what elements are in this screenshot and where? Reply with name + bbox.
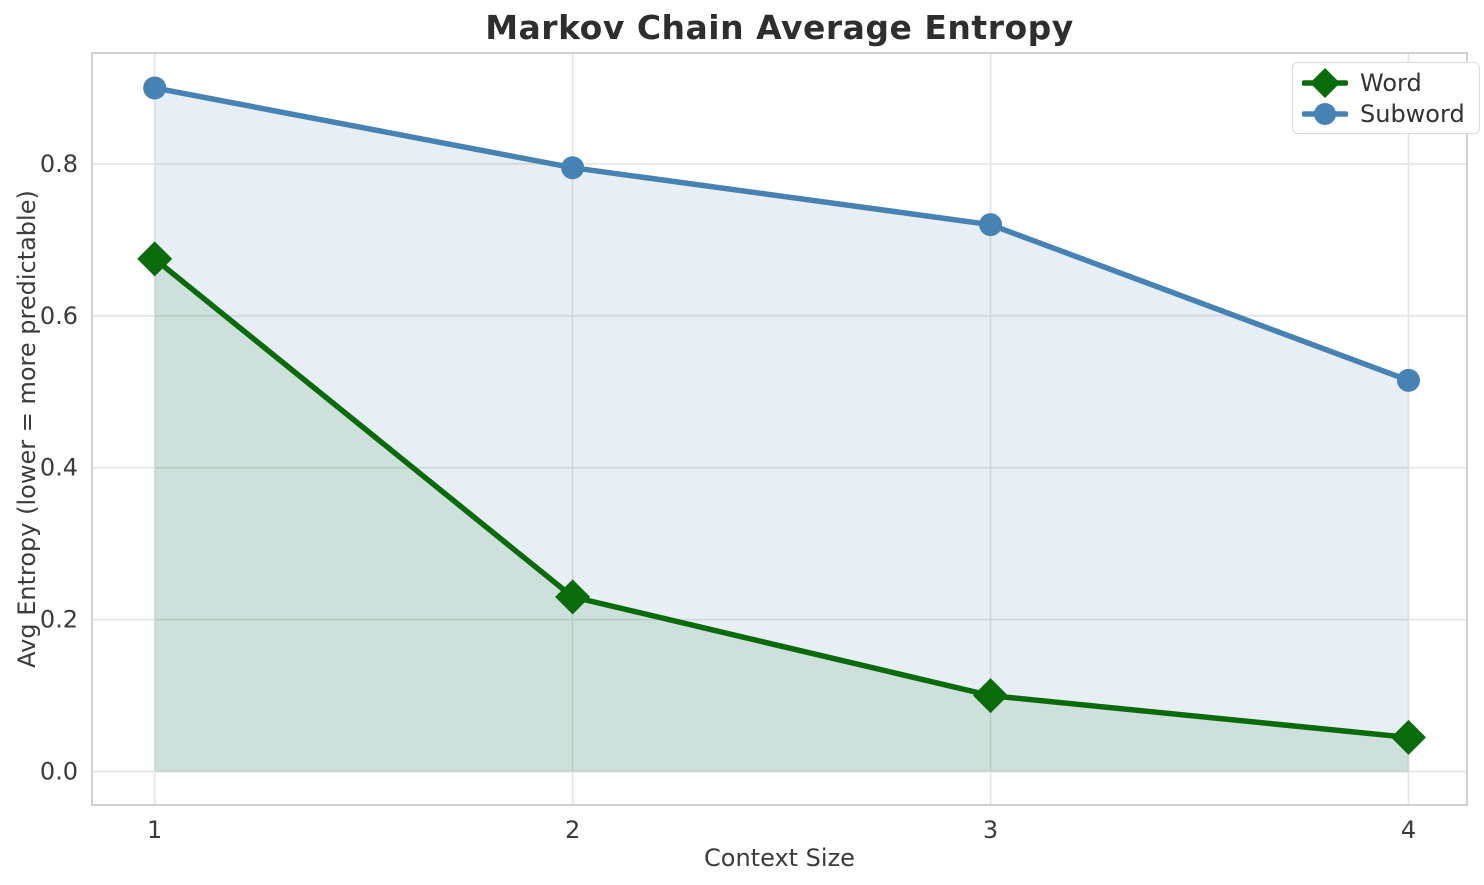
chart-title: Markov Chain Average Entropy <box>485 8 1074 47</box>
data-point-subword <box>979 213 1003 237</box>
data-point-subword <box>561 156 585 180</box>
area-fill-subword <box>154 87 1409 772</box>
y-tick-label: 0.2 <box>40 606 78 634</box>
data-point-word <box>973 678 1009 714</box>
legend-glyph-word <box>1301 67 1349 98</box>
legend-glyph-subword <box>1301 102 1349 125</box>
series-line-word <box>151 256 1412 741</box>
y-tick-label: 0.4 <box>40 454 78 482</box>
word-diamond-marker-icon <box>1301 67 1349 98</box>
data-point-word <box>1390 719 1426 755</box>
subword-circle-marker-icon <box>1301 99 1349 129</box>
y-axis-label: Avg Entropy (lower = more predictable) <box>13 190 41 668</box>
data-point-subword <box>143 76 167 100</box>
legend-label-word: Word <box>1360 68 1422 97</box>
area-fill-word <box>154 258 1409 772</box>
legend-marker-shape <box>1310 67 1340 98</box>
x-tick-label: 2 <box>565 816 580 844</box>
x-tick-label: 4 <box>1401 816 1416 844</box>
legend-item-subword: Subword <box>1301 99 1465 129</box>
x-axis-label: Context Size <box>704 844 855 872</box>
data-point-word <box>137 241 173 277</box>
x-tick-label: 1 <box>147 816 162 844</box>
legend-marker-shape <box>1314 102 1336 125</box>
legend-label-subword: Subword <box>1360 99 1465 128</box>
y-tick-label: 0.6 <box>40 302 78 330</box>
plot-border <box>91 52 1468 806</box>
series-line-subword <box>151 85 1412 384</box>
legend-item-word: Word <box>1301 67 1465 98</box>
y-tick-label: 0.8 <box>40 150 78 178</box>
y-tick-label: 0.0 <box>40 758 78 786</box>
data-point-subword <box>1396 368 1420 392</box>
legend: Word Subword <box>1292 62 1480 134</box>
data-point-word <box>555 579 591 615</box>
x-tick-label: 3 <box>983 816 998 844</box>
